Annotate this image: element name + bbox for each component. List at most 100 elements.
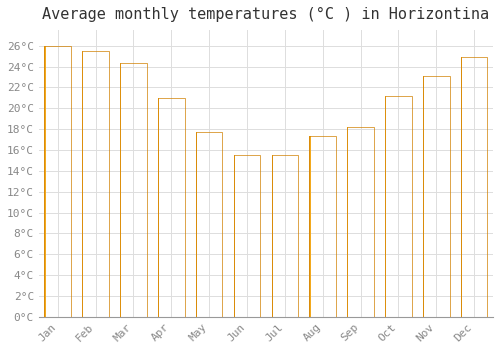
Bar <box>423 76 424 317</box>
Bar <box>461 57 462 317</box>
Bar <box>423 76 424 317</box>
Bar <box>44 46 45 317</box>
Bar <box>120 63 121 317</box>
Bar <box>83 51 84 317</box>
Bar <box>120 63 121 317</box>
Bar <box>44 46 46 317</box>
Bar <box>385 96 386 317</box>
Bar <box>83 51 84 317</box>
Bar <box>44 46 45 317</box>
Bar <box>44 46 45 317</box>
Bar <box>45 46 46 317</box>
Bar <box>44 46 45 317</box>
Bar <box>158 98 159 317</box>
Bar <box>158 98 159 317</box>
Bar <box>158 98 159 317</box>
Bar <box>120 63 121 317</box>
Bar <box>44 46 45 317</box>
Bar <box>82 51 83 317</box>
Bar <box>196 132 197 317</box>
Bar <box>423 76 424 317</box>
Bar <box>82 51 83 317</box>
Bar <box>120 63 121 317</box>
Bar <box>120 63 121 317</box>
Bar <box>158 98 159 317</box>
Bar <box>82 51 84 317</box>
Bar <box>45 46 46 317</box>
Bar <box>120 63 121 317</box>
Bar <box>82 51 83 317</box>
Bar <box>196 132 197 317</box>
Bar <box>82 51 83 317</box>
Bar <box>158 98 159 317</box>
Bar <box>234 155 235 317</box>
Bar <box>45 46 46 317</box>
Bar <box>423 76 424 317</box>
Bar <box>120 63 121 317</box>
Bar <box>44 46 45 317</box>
Bar <box>423 76 424 317</box>
Bar <box>423 76 424 317</box>
Bar <box>423 76 424 317</box>
Bar <box>45 46 46 317</box>
Bar <box>83 51 84 317</box>
Bar <box>461 57 462 317</box>
Bar <box>385 96 386 317</box>
Bar <box>120 63 121 317</box>
Bar <box>82 51 83 317</box>
Bar <box>461 57 462 317</box>
Bar <box>120 63 121 317</box>
Bar <box>158 98 159 317</box>
Bar <box>44 46 46 317</box>
Bar <box>423 76 424 317</box>
Bar <box>234 155 235 317</box>
Bar <box>423 76 424 317</box>
Bar <box>45 46 46 317</box>
Bar <box>423 76 424 317</box>
Bar <box>44 46 45 317</box>
Bar <box>461 57 462 317</box>
Bar <box>196 132 197 317</box>
Bar <box>82 51 83 317</box>
Bar <box>82 51 83 317</box>
Bar <box>461 57 462 317</box>
Bar <box>196 132 222 317</box>
Bar <box>461 57 462 317</box>
Bar <box>82 51 83 317</box>
Bar <box>82 51 83 317</box>
Bar <box>158 98 159 317</box>
Bar <box>423 76 424 317</box>
Bar <box>158 98 159 317</box>
Bar <box>44 46 45 317</box>
Bar <box>461 57 462 317</box>
Bar <box>461 57 462 317</box>
Bar <box>120 63 121 317</box>
Bar <box>158 98 159 317</box>
Bar <box>120 63 121 317</box>
Bar <box>461 57 462 317</box>
Bar <box>120 63 121 317</box>
Bar <box>461 57 462 317</box>
Bar <box>83 51 84 317</box>
Bar <box>196 132 197 317</box>
Bar <box>120 63 121 317</box>
Bar <box>385 96 386 317</box>
Bar <box>44 46 45 317</box>
Bar <box>120 63 121 317</box>
Bar <box>120 63 121 317</box>
Bar <box>120 63 121 317</box>
Bar <box>82 51 83 317</box>
Bar <box>158 98 159 317</box>
Title: Average monthly temperatures (°C ) in Horizontina: Average monthly temperatures (°C ) in Ho… <box>42 7 490 22</box>
Bar <box>120 63 121 317</box>
Bar <box>461 57 462 317</box>
Bar <box>158 98 184 317</box>
Bar <box>83 51 84 317</box>
Bar <box>423 76 424 317</box>
Bar <box>196 132 197 317</box>
Bar <box>45 46 46 317</box>
Bar <box>82 51 84 317</box>
Bar <box>461 57 462 317</box>
Bar <box>82 51 83 317</box>
Bar <box>461 57 462 317</box>
